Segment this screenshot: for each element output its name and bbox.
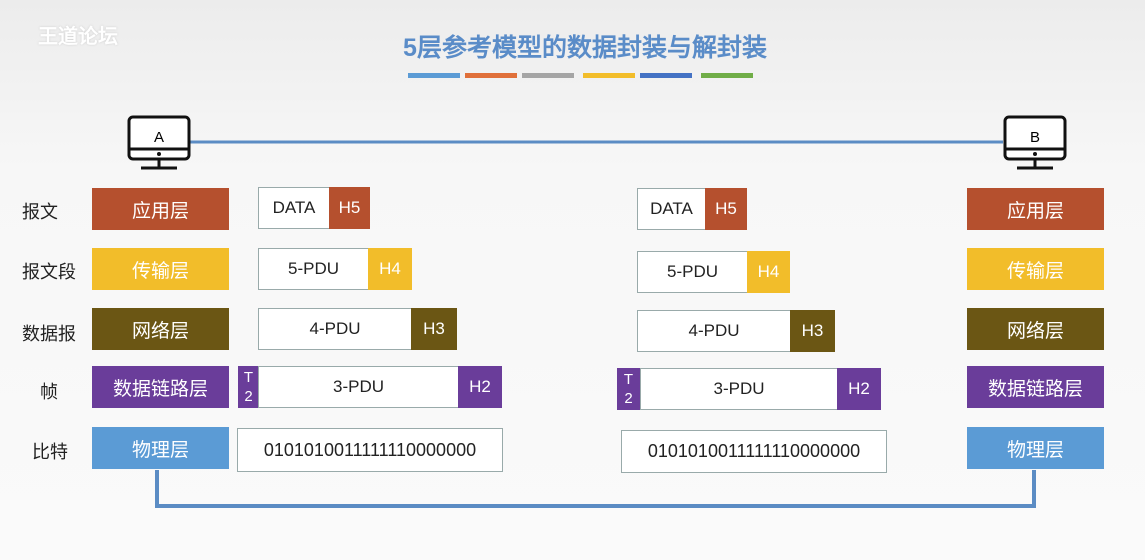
pdu5-box-a: 5-PDU bbox=[258, 248, 369, 290]
header-h4-a: H4 bbox=[368, 248, 412, 290]
header-h2-a: H2 bbox=[458, 366, 502, 408]
bits-box-b: 0101010011111110000000 bbox=[621, 430, 887, 473]
header-h2-b: H2 bbox=[837, 368, 881, 410]
header-h3-b: H3 bbox=[790, 310, 835, 352]
header-h4-b: H4 bbox=[747, 251, 790, 293]
pdu-label-frame: 帧 bbox=[40, 382, 58, 402]
slide-title: 5层参考模型的数据封装与解封装 bbox=[403, 34, 767, 62]
header-h3-a: H3 bbox=[411, 308, 457, 350]
pdu3-box-a: 3-PDU bbox=[258, 366, 459, 408]
pdu4-box-a: 4-PDU bbox=[258, 308, 412, 350]
layer-datalink-a: 数据链路层 bbox=[92, 366, 229, 408]
layer-application-a: 应用层 bbox=[92, 188, 229, 230]
title-color-bar bbox=[640, 73, 692, 78]
layer-network-a: 网络层 bbox=[92, 308, 229, 350]
pdu3-box-b: 3-PDU bbox=[640, 368, 838, 410]
pdu4-box-b: 4-PDU bbox=[637, 310, 791, 352]
pdu-label-bit: 比特 bbox=[32, 442, 68, 462]
layer-application-b: 应用层 bbox=[967, 188, 1104, 230]
host-b-label: B bbox=[1029, 129, 1040, 146]
layer-physical-b: 物理层 bbox=[967, 427, 1104, 469]
trailer-t: T bbox=[243, 369, 254, 386]
layer-physical-a: 物理层 bbox=[92, 427, 229, 469]
data-box-a: DATA bbox=[258, 187, 330, 229]
host-b-computer-icon: B bbox=[1003, 115, 1067, 171]
pdu-label-message: 报文 bbox=[22, 202, 58, 222]
header-h5-b: H5 bbox=[705, 188, 747, 230]
pdu5-box-b: 5-PDU bbox=[637, 251, 748, 293]
layer-network-b: 网络层 bbox=[967, 308, 1104, 350]
layer-transport-b: 传输层 bbox=[967, 248, 1104, 290]
bits-box-a: 0101010011111110000000 bbox=[237, 428, 503, 472]
data-box-b: DATA bbox=[637, 188, 706, 230]
trailer-t: T bbox=[623, 371, 634, 388]
header-h5-a: H5 bbox=[329, 187, 370, 229]
title-color-bar bbox=[701, 73, 753, 78]
trailer-2: 2 bbox=[244, 388, 253, 405]
pdu-label-segment: 报文段 bbox=[22, 262, 76, 282]
host-a-label: A bbox=[153, 129, 164, 146]
host-a-computer-icon: A bbox=[127, 115, 191, 171]
trailer-2: 2 bbox=[624, 390, 633, 407]
layer-datalink-b: 数据链路层 bbox=[967, 366, 1104, 408]
title-color-bar bbox=[522, 73, 574, 78]
title-color-bar bbox=[465, 73, 517, 78]
title-color-bar bbox=[408, 73, 460, 78]
title-color-bar bbox=[583, 73, 635, 78]
pdu-label-datagram: 数据报 bbox=[22, 324, 76, 344]
layer-transport-a: 传输层 bbox=[92, 248, 229, 290]
logo-watermark: 王道论坛 bbox=[38, 26, 118, 48]
